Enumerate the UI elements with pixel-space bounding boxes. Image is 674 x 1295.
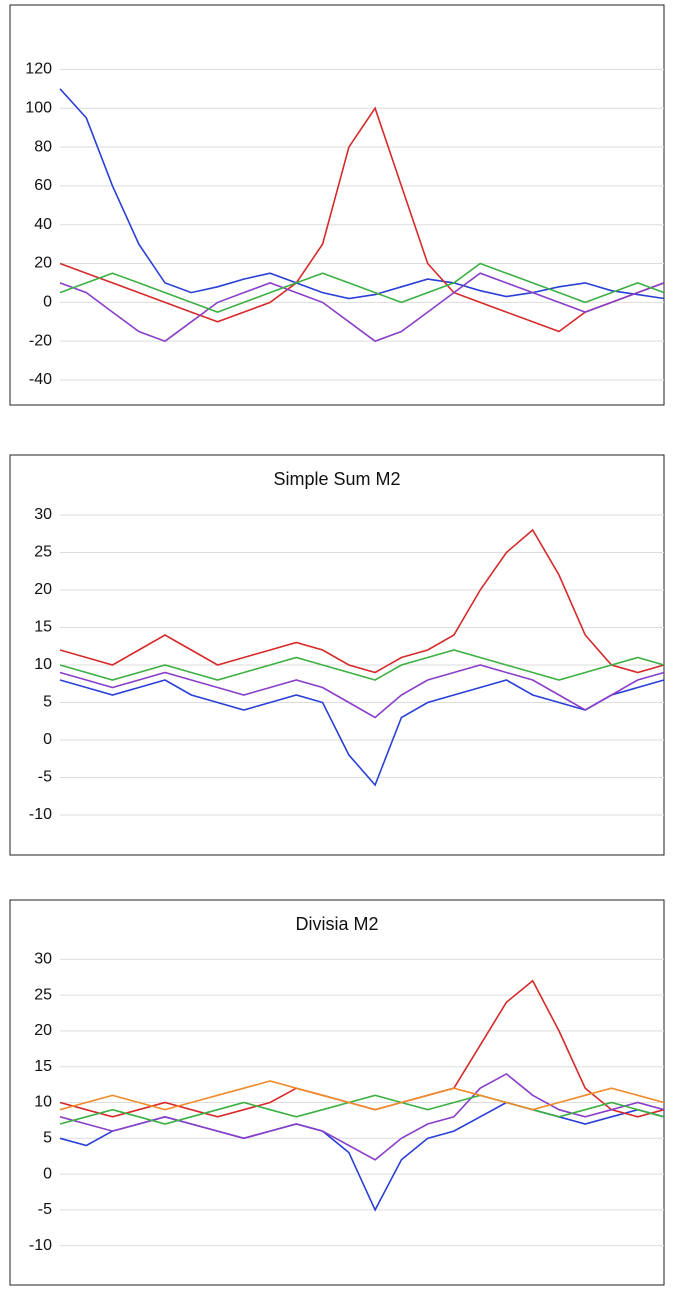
plot-frame xyxy=(9,4,665,406)
y-tick-label: 10 xyxy=(34,1094,52,1111)
y-tick-label: 30 xyxy=(34,951,52,968)
y-tick-label: 10 xyxy=(34,656,52,673)
line-series xyxy=(59,1101,665,1212)
y-tick-label: 0 xyxy=(43,294,52,311)
y-tick-label: 20 xyxy=(34,581,52,598)
y-tick-label: 15 xyxy=(34,619,52,636)
y-tick-label: 100 xyxy=(25,99,52,116)
y-tick-label: 25 xyxy=(34,544,52,561)
y-tick-label: 25 xyxy=(34,986,52,1003)
chart-title: Simple Sum M2 xyxy=(273,469,400,489)
y-tick-label: 60 xyxy=(34,177,52,194)
y-tick-label: 120 xyxy=(25,61,52,78)
y-tick-label: 80 xyxy=(34,138,52,155)
y-tick-label: -5 xyxy=(38,769,52,786)
y-tick-label: -20 xyxy=(29,332,52,349)
y-tick-label: 15 xyxy=(34,1058,52,1075)
line-series xyxy=(59,88,665,300)
line-series xyxy=(59,1080,665,1111)
y-tick-label: 20 xyxy=(34,1022,52,1039)
line-series xyxy=(59,106,665,333)
line-series xyxy=(59,1072,665,1161)
chart-title: Divisia M2 xyxy=(295,914,378,934)
line-series xyxy=(59,979,665,1118)
y-tick-label: 20 xyxy=(34,255,52,272)
line-series xyxy=(59,528,665,674)
line-series xyxy=(59,1094,665,1125)
y-tick-label: -40 xyxy=(29,371,52,388)
plot-frame xyxy=(9,899,665,1286)
y-tick-label: -10 xyxy=(29,1237,52,1254)
y-tick-label: 30 xyxy=(34,506,52,523)
line-series xyxy=(59,272,665,343)
y-tick-label: -5 xyxy=(38,1201,52,1218)
plot-frame xyxy=(9,454,665,856)
y-tick-label: -10 xyxy=(29,806,52,823)
line-series xyxy=(59,679,665,787)
line-series xyxy=(59,664,665,719)
y-tick-label: 40 xyxy=(34,216,52,233)
y-tick-label: 5 xyxy=(43,694,52,711)
y-tick-label: 0 xyxy=(43,731,52,748)
y-tick-label: 5 xyxy=(43,1130,52,1147)
y-tick-label: 0 xyxy=(43,1165,52,1182)
line-series xyxy=(59,649,665,681)
line-series xyxy=(59,262,665,313)
